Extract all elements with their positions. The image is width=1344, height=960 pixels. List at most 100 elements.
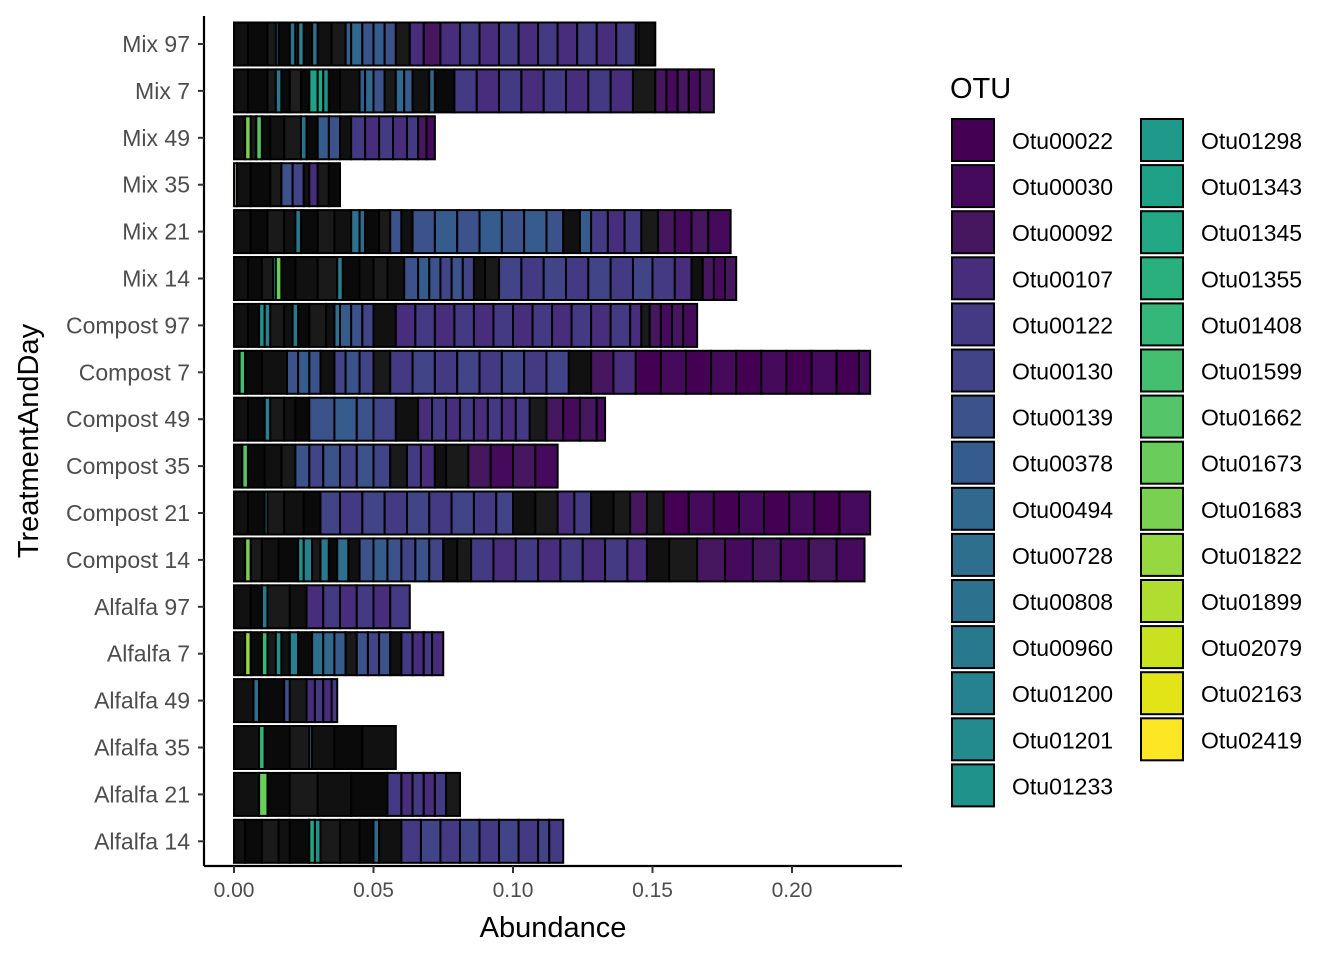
bar-segment bbox=[813, 490, 841, 536]
bar-alfalfa-14 bbox=[233, 818, 565, 864]
bar-segment bbox=[378, 631, 392, 677]
bar-segment bbox=[246, 490, 266, 536]
bar-segment bbox=[361, 302, 375, 348]
bar-segment bbox=[542, 68, 568, 114]
bar-segment bbox=[400, 818, 422, 864]
bar-segment bbox=[386, 256, 406, 301]
bar-mix-21 bbox=[233, 209, 732, 255]
bar-segment bbox=[394, 21, 411, 67]
bar-segment bbox=[520, 68, 545, 114]
legend-item: Otu00107 bbox=[951, 256, 1113, 301]
bar-segment bbox=[266, 490, 286, 536]
legend-label: Otu01599 bbox=[1201, 359, 1302, 385]
bar-segment bbox=[361, 490, 386, 536]
bar-segment bbox=[431, 396, 448, 442]
legend-item: Otu00960 bbox=[951, 625, 1113, 670]
bar-segment bbox=[372, 68, 386, 114]
bar-compost-7 bbox=[233, 349, 872, 395]
bar-segment bbox=[372, 21, 386, 67]
legend-label: Otu00092 bbox=[1012, 220, 1113, 246]
legend-item: Otu00494 bbox=[951, 486, 1113, 531]
bar-segment bbox=[249, 209, 269, 255]
legend-label: Otu01662 bbox=[1201, 405, 1302, 431]
legend-swatch bbox=[1140, 671, 1184, 716]
bar-segment bbox=[372, 256, 389, 301]
legend-swatch bbox=[951, 625, 995, 670]
bar-segment bbox=[428, 537, 445, 583]
bar-segment bbox=[383, 68, 397, 114]
bar-segment bbox=[327, 162, 342, 208]
legend-swatch bbox=[1140, 579, 1184, 623]
bar-segment bbox=[570, 302, 593, 348]
legend-label: Otu01200 bbox=[1012, 681, 1113, 707]
bar-segment bbox=[233, 771, 261, 817]
legend-item: Otu00139 bbox=[951, 394, 1113, 439]
bar-segment bbox=[305, 115, 319, 161]
bar-segment bbox=[690, 256, 704, 301]
bar-segment bbox=[517, 818, 540, 864]
bar-segment bbox=[389, 349, 414, 395]
bar-segment bbox=[383, 490, 408, 536]
bar-segment bbox=[294, 396, 311, 442]
bar-segment bbox=[517, 21, 540, 67]
bar-segment bbox=[453, 68, 478, 114]
bar-segment bbox=[280, 443, 297, 489]
bar-segment bbox=[288, 818, 311, 864]
legend-label: Otu00139 bbox=[1012, 405, 1113, 431]
bar-segment bbox=[458, 21, 481, 67]
legend-item: Otu01345 bbox=[1140, 210, 1302, 255]
bar-segment bbox=[609, 256, 634, 301]
bar-segment bbox=[400, 537, 417, 583]
bar-segment bbox=[696, 537, 727, 583]
bar-segment bbox=[280, 68, 291, 114]
bar-compost-49 bbox=[233, 396, 607, 442]
bar-segment bbox=[587, 256, 612, 301]
bar-segment bbox=[246, 443, 266, 489]
bar-segment bbox=[512, 302, 534, 348]
bar-segment bbox=[590, 302, 612, 348]
legend-label: Otu01683 bbox=[1201, 497, 1302, 523]
y-tick-label: Alfalfa 7 bbox=[107, 641, 190, 667]
bar-segment bbox=[322, 443, 342, 489]
bar-segment bbox=[336, 537, 350, 583]
bar-segment bbox=[478, 209, 503, 255]
bar-segment bbox=[453, 302, 475, 348]
bar-segment bbox=[411, 349, 436, 395]
legend-item: Otu00378 bbox=[951, 440, 1113, 485]
bar-segment bbox=[467, 443, 492, 489]
bar-segment bbox=[405, 443, 422, 489]
bar-segment bbox=[472, 302, 495, 348]
bar-segment bbox=[478, 21, 501, 67]
bar-segment bbox=[283, 396, 297, 442]
bar-segment bbox=[645, 490, 665, 536]
legend-item: Otu00728 bbox=[951, 532, 1113, 577]
bar-segment bbox=[308, 443, 325, 489]
bar-segment bbox=[450, 256, 464, 301]
bar-segment bbox=[637, 21, 657, 67]
bar-segment bbox=[233, 21, 249, 67]
bar-segment bbox=[724, 537, 754, 583]
bar-segment bbox=[500, 396, 517, 442]
bar-segment bbox=[512, 443, 537, 489]
bar-segment bbox=[810, 349, 838, 395]
x-tick-label: 0.00 bbox=[214, 879, 255, 902]
bar-segment bbox=[640, 302, 651, 348]
bar-segment bbox=[260, 256, 275, 301]
bar-segment bbox=[414, 302, 436, 348]
bar-segment bbox=[392, 115, 408, 161]
legend-swatch bbox=[1140, 440, 1184, 485]
bar-segment bbox=[333, 725, 364, 770]
bar-segment bbox=[556, 21, 579, 67]
bar-segment bbox=[534, 443, 559, 489]
bar-segment bbox=[350, 209, 361, 255]
bar-segment bbox=[500, 209, 526, 255]
bar-segment bbox=[258, 771, 269, 817]
bar-segment bbox=[333, 396, 358, 442]
bar-segment bbox=[520, 256, 545, 301]
bar-segment bbox=[456, 349, 481, 395]
bar-segment bbox=[322, 631, 336, 677]
bar-segment bbox=[760, 349, 788, 395]
bar-segment bbox=[498, 21, 520, 67]
legend-label: Otu00122 bbox=[1012, 312, 1113, 338]
